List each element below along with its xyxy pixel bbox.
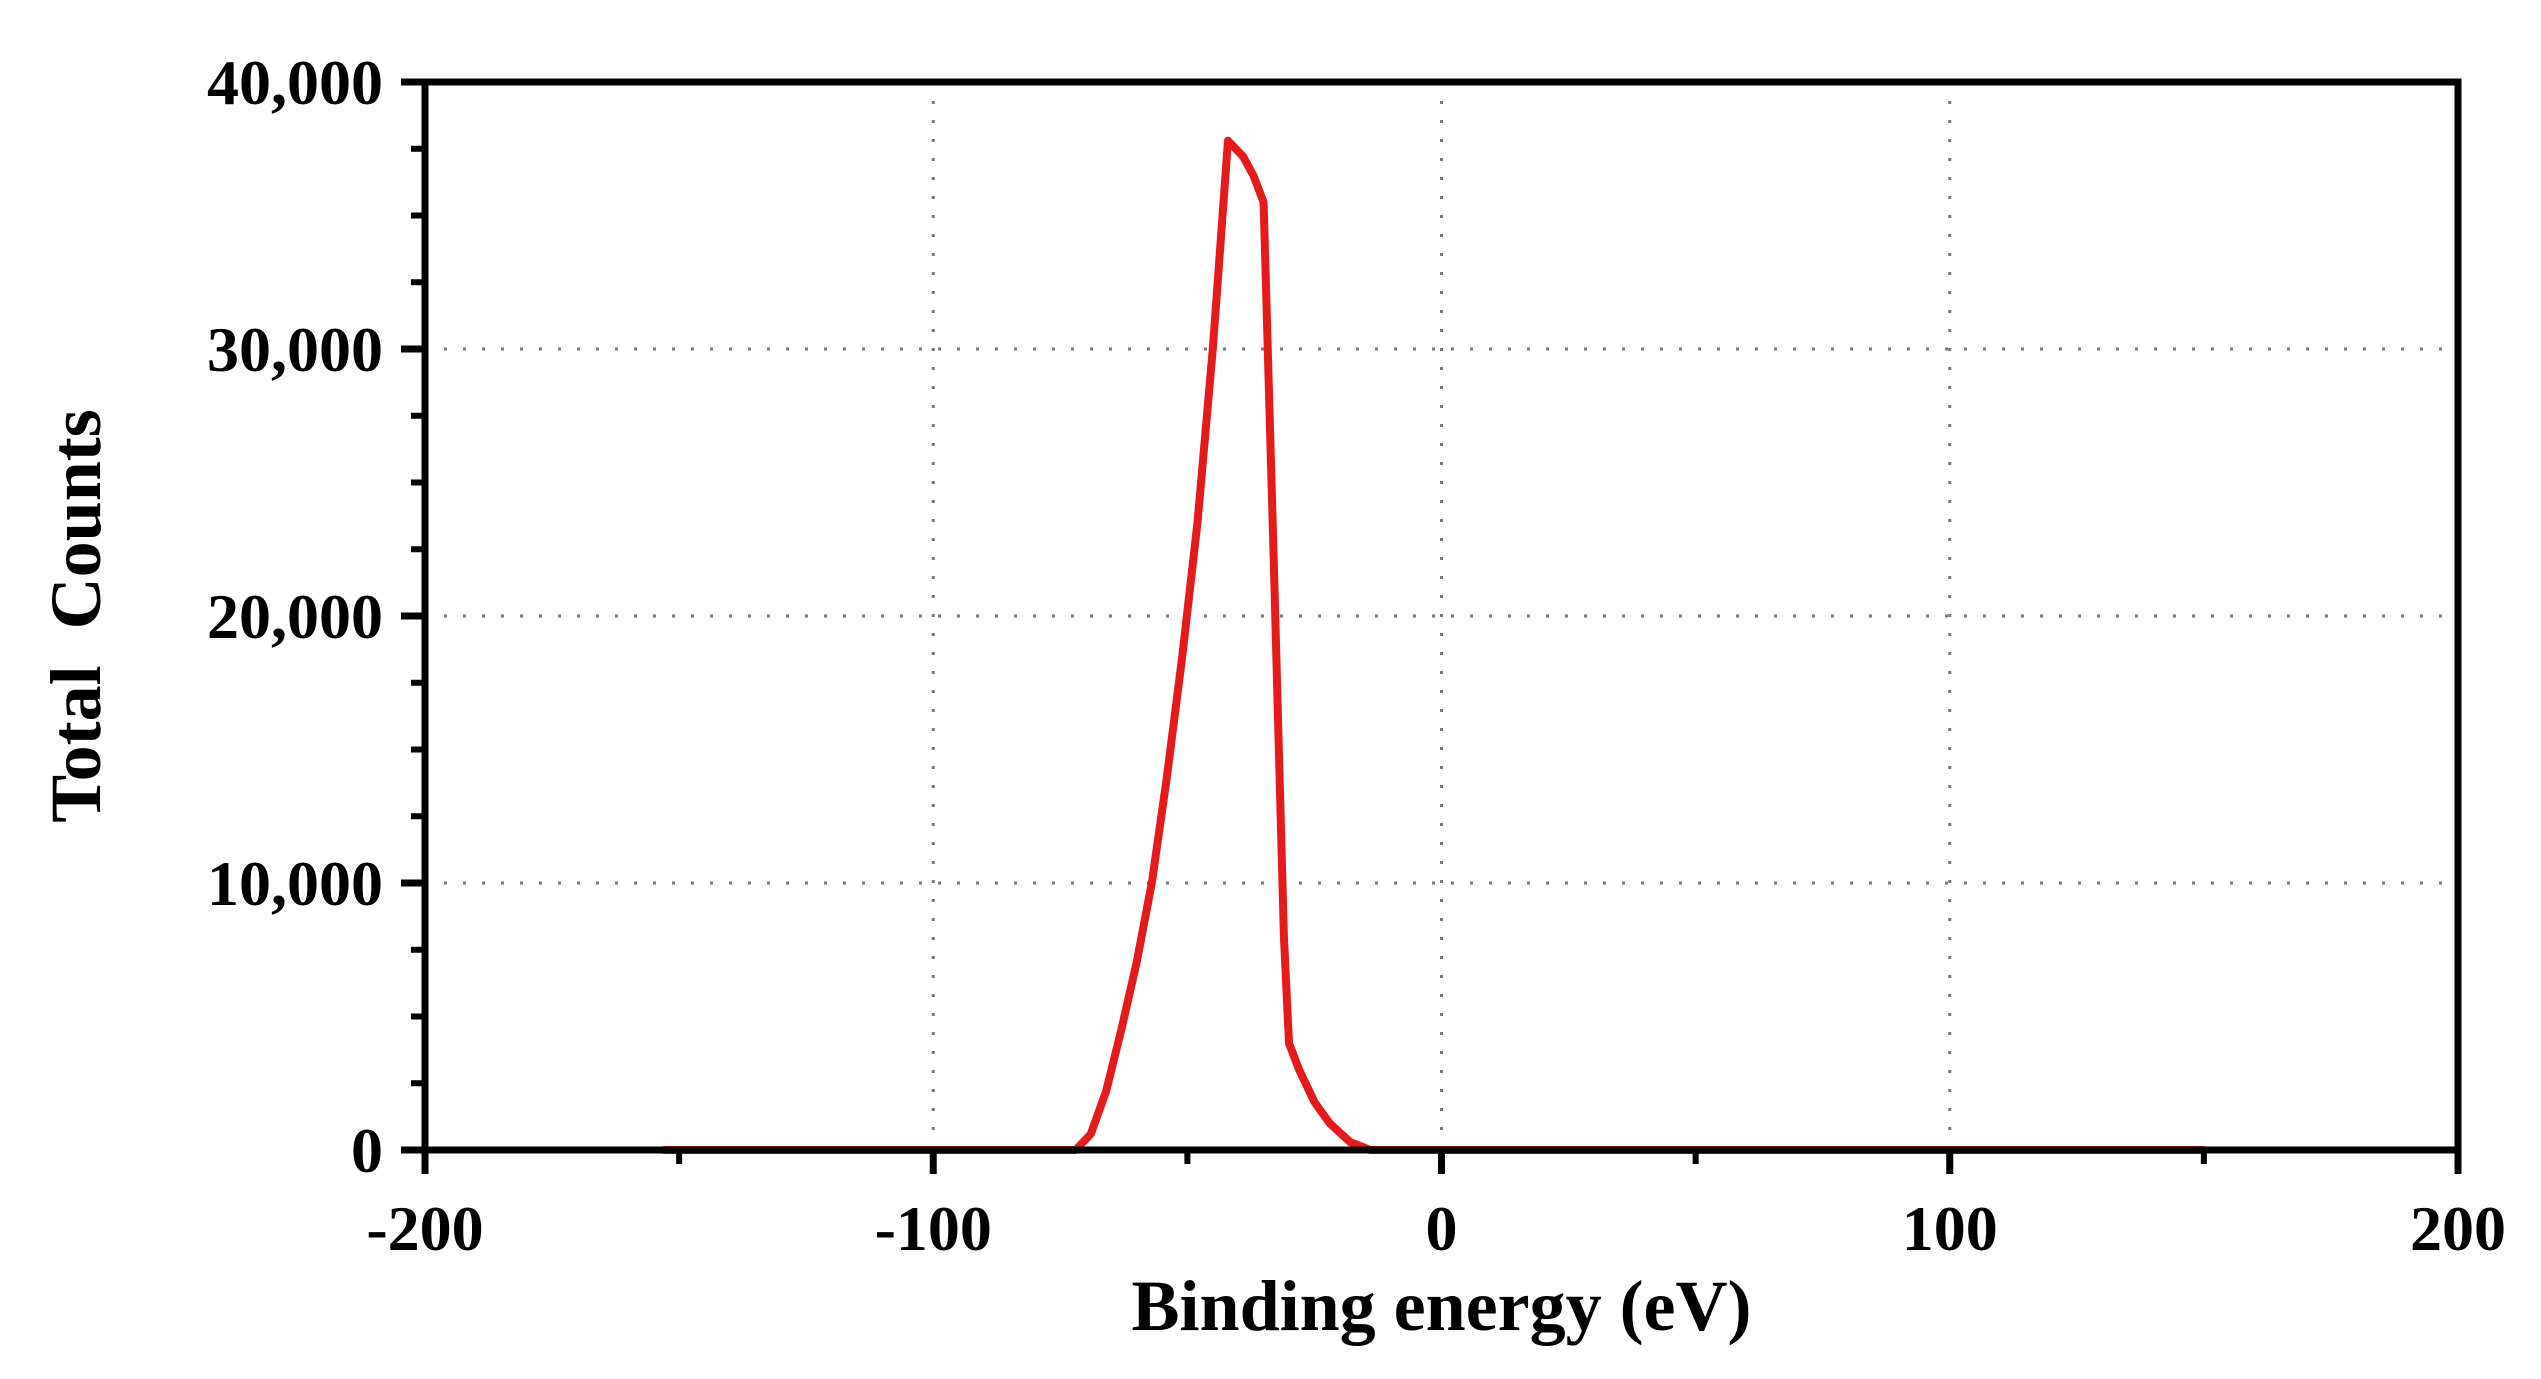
y-tick-label: 40,000 — [207, 47, 383, 118]
series-layer — [659, 136, 2208, 1154]
x-tick-label: 100 — [1902, 1193, 1998, 1264]
x-tick-label: 200 — [2410, 1193, 2506, 1264]
y-tick-label: 10,000 — [207, 848, 383, 919]
x-axis-title: Binding energy (eV) — [1132, 1266, 1752, 1346]
ticks — [401, 78, 2462, 1174]
y-tick-label: 20,000 — [207, 581, 383, 652]
x-tick-label: -100 — [875, 1193, 992, 1264]
x-tick-label: -200 — [366, 1193, 483, 1264]
y-axis-title: Total Counts — [36, 409, 116, 822]
y-tick-label: 0 — [351, 1115, 383, 1186]
grid — [425, 82, 2458, 1150]
y-tick-label: 30,000 — [207, 314, 383, 385]
tick-labels: -200 -100 0 100 200 0 10,000 20,000 30,000 40,000 — [207, 47, 2506, 1264]
series-line — [659, 136, 2208, 1154]
x-tick-label: 0 — [1426, 1193, 1458, 1264]
